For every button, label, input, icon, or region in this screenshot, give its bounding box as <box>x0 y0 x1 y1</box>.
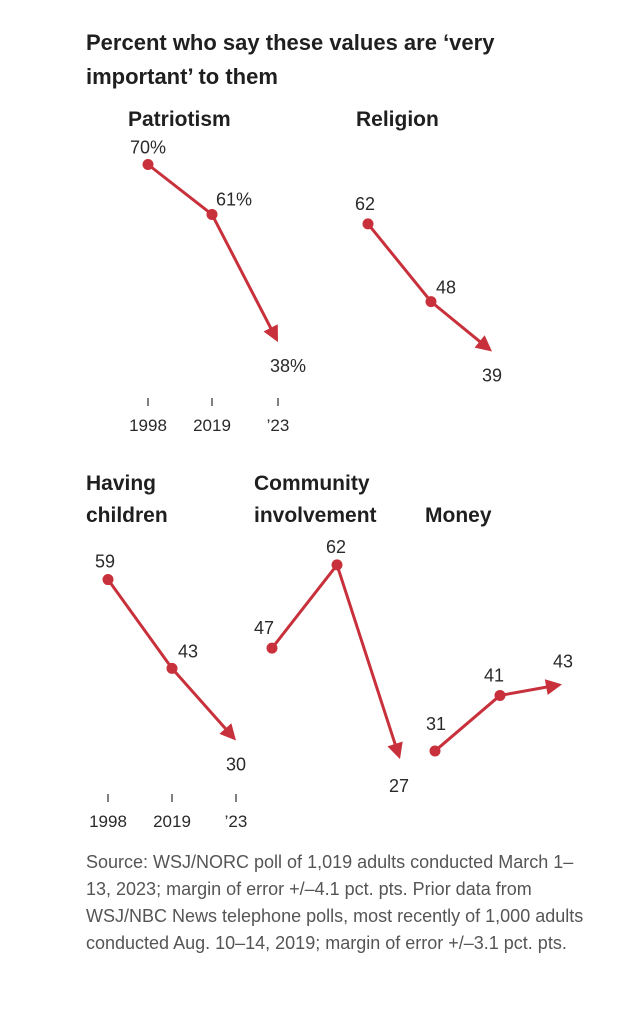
series-line-segment <box>429 300 485 347</box>
arrowhead-’23 <box>263 324 278 343</box>
panel-having-children: Having children 59 43 30 1998 2019 ’23 <box>86 472 247 831</box>
panel-title-line: involvement <box>254 504 377 527</box>
panel-title-patriotism: Patriotism <box>128 108 231 131</box>
panel-money: Money 31 41 43 <box>425 504 573 757</box>
series-line-segment <box>366 222 433 304</box>
data-label-1998: 31 <box>426 714 446 734</box>
panel-title-line: Religion <box>356 108 439 131</box>
series-line-segment <box>170 666 231 734</box>
series-line-segment <box>335 563 399 751</box>
arrowhead-’23 <box>219 723 236 741</box>
data-label-2023: 43 <box>553 651 573 671</box>
panel-title-line: Money <box>425 504 492 527</box>
chart-title: Percent who say these values are ‘very i… <box>86 30 495 89</box>
data-label-2019: 48 <box>436 278 456 298</box>
panel-title-line: children <box>86 504 168 527</box>
data-label-2023: 30 <box>226 755 246 775</box>
panel-title-money: Money <box>425 504 492 527</box>
data-label-2023: 27 <box>389 776 409 796</box>
arrowhead-’23 <box>474 335 492 352</box>
data-point-1998 <box>102 574 114 586</box>
data-label-2019: 62 <box>326 537 346 557</box>
series-line-segment <box>433 693 502 753</box>
series-line-segment <box>210 212 275 334</box>
data-label-1998: 70% <box>130 138 166 158</box>
panel-title-line: Patriotism <box>128 108 231 131</box>
panel-religion: Religion 62 48 39 <box>355 108 502 386</box>
data-point-2019 <box>425 296 437 308</box>
panel-community-involvement: Community involvement 47 62 27 <box>254 472 409 796</box>
data-label-2023: 39 <box>482 366 502 386</box>
data-point-2019 <box>206 208 218 220</box>
series-line-segment <box>146 163 214 216</box>
data-point-1998 <box>142 159 154 170</box>
data-point-2019 <box>166 662 178 674</box>
data-label-2019: 41 <box>484 665 504 685</box>
data-point-1998 <box>362 218 374 230</box>
data-point-1998 <box>266 642 278 654</box>
tick-label-2019: 2019 <box>193 416 231 435</box>
arrowhead-’23 <box>544 679 562 696</box>
data-label-1998: 47 <box>254 618 274 638</box>
data-label-1998: 59 <box>95 552 115 572</box>
data-label-2019: 61% <box>216 189 252 209</box>
tick-label-1998: 1998 <box>89 812 127 831</box>
panel-title-having-children: Having children <box>86 472 168 527</box>
series-line-segment <box>270 563 339 650</box>
series-line-segment <box>498 684 553 697</box>
tick-label-2023: ’23 <box>225 812 248 831</box>
data-point-2019 <box>494 689 506 701</box>
source-note: Source: WSJ/NORC poll of 1,019 adults co… <box>86 852 584 953</box>
data-label-1998: 62 <box>355 194 375 214</box>
panel-title-religion: Religion <box>356 108 439 131</box>
data-point-2019 <box>331 559 343 571</box>
arrowhead-’23 <box>387 741 403 760</box>
series-line-segment <box>106 578 174 670</box>
panel-title-line: Having <box>86 472 156 495</box>
tick-label-2019: 2019 <box>153 812 191 831</box>
tick-label-1998: 1998 <box>129 416 167 435</box>
panel-patriotism: Patriotism 70% 61% 38% 1998 2019 ’23 <box>128 108 306 435</box>
tick-label-2023: ’23 <box>267 416 290 435</box>
data-label-2023: 38% <box>270 356 306 376</box>
data-point-1998 <box>429 745 441 757</box>
panel-title-line: Community <box>254 472 370 495</box>
panel-title-community-involvement: Community involvement <box>254 472 377 527</box>
data-label-2019: 43 <box>178 641 198 661</box>
